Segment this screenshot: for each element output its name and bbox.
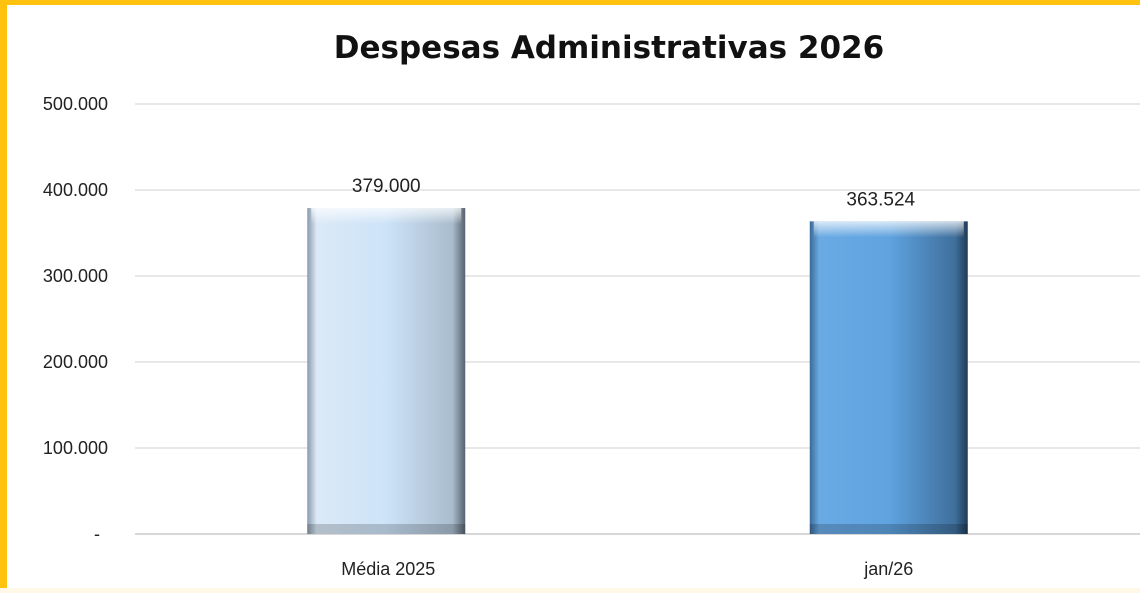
x-category-label: Média 2025: [341, 559, 435, 579]
frame-bottom-strip: [0, 588, 1140, 593]
bar-shadow: [307, 524, 466, 534]
y-tick-label: 300.000: [43, 266, 108, 286]
bar-body: [307, 208, 466, 534]
bar-1: [307, 208, 466, 534]
data-label: 379.000: [352, 176, 421, 197]
y-tick-label: -: [94, 524, 100, 544]
data-label: 363.524: [846, 189, 915, 210]
x-category-label: jan/26: [863, 559, 913, 579]
y-tick-label: 500.000: [43, 94, 108, 114]
y-tick-label: 400.000: [43, 180, 108, 200]
bar-highlight: [813, 221, 964, 238]
bar-shadow: [809, 524, 968, 534]
bar-2: [809, 221, 968, 534]
y-tick-label: 100.000: [43, 438, 108, 458]
frame-left-border: [0, 0, 7, 593]
bar-highlight: [311, 208, 462, 225]
y-tick-label: 200.000: [43, 352, 108, 372]
bar-body: [809, 221, 968, 534]
frame-top-border: [0, 0, 1140, 5]
chart-title: Despesas Administrativas 2026: [333, 30, 885, 66]
